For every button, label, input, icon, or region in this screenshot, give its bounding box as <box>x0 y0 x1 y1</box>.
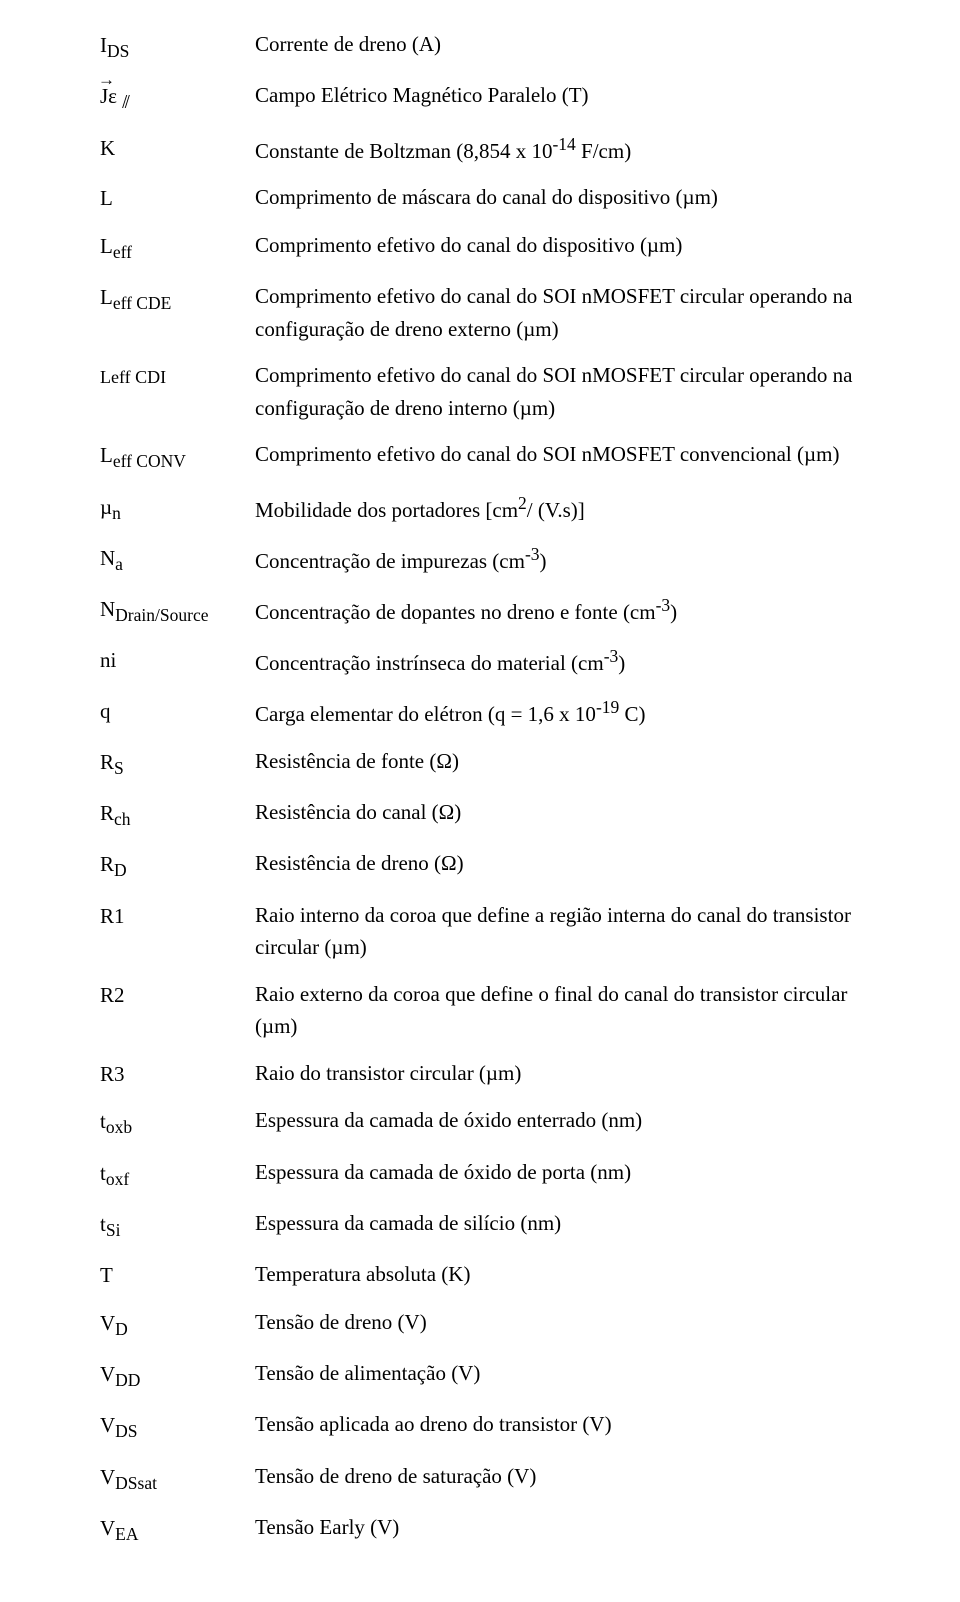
symbol-cell: toxb <box>100 1104 255 1141</box>
definition-row: KConstante de Boltzman (8,854 x 10-14 F/… <box>100 131 870 168</box>
symbol-cell: K <box>100 131 255 165</box>
definition-row: R3Raio do transistor circular (µm) <box>100 1057 870 1091</box>
definition-row: NDrain/SourceConcentração de dopantes no… <box>100 592 870 629</box>
description-cell: Resistência de fonte (Ω) <box>255 745 870 778</box>
symbol-cell: tSi <box>100 1207 255 1244</box>
definition-row: tSiEspessura da camada de silício (nm) <box>100 1207 870 1244</box>
description-cell: Comprimento efetivo do canal do SOI nMOS… <box>255 438 870 471</box>
description-cell: Comprimento efetivo do canal do SOI nMOS… <box>255 359 870 424</box>
symbol-cell: Na <box>100 541 255 578</box>
symbol-cell: Leff <box>100 229 255 266</box>
symbol-cell: R1 <box>100 899 255 933</box>
definition-row: VDDTensão de alimentação (V) <box>100 1357 870 1394</box>
symbol-cell: Leff CDI <box>100 359 255 393</box>
definition-row: RchResistência do canal (Ω) <box>100 796 870 833</box>
definition-row: LeffComprimento efetivo do canal do disp… <box>100 229 870 266</box>
symbol-cell: RD <box>100 847 255 884</box>
symbol-cell: Leff CDE <box>100 280 255 317</box>
symbol-cell: VD <box>100 1306 255 1343</box>
description-cell: Resistência do canal (Ω) <box>255 796 870 829</box>
symbol-cell: VEA <box>100 1511 255 1548</box>
description-cell: Raio interno da coroa que define a regiã… <box>255 899 870 964</box>
definition-row: RDResistência de dreno (Ω) <box>100 847 870 884</box>
symbol-cell: R3 <box>100 1057 255 1091</box>
description-cell: Tensão de dreno de saturação (V) <box>255 1460 870 1493</box>
symbol-cell: Rch <box>100 796 255 833</box>
symbol-cell: Jε ⫽ <box>100 79 255 116</box>
definition-row: qCarga elementar do elétron (q = 1,6 x 1… <box>100 694 870 731</box>
description-cell: Concentração de dopantes no dreno e font… <box>255 592 870 629</box>
definition-row: µnMobilidade dos portadores [cm2/ (V.s)] <box>100 490 870 527</box>
description-cell: Mobilidade dos portadores [cm2/ (V.s)] <box>255 490 870 527</box>
description-cell: Tensão Early (V) <box>255 1511 870 1544</box>
description-cell: Constante de Boltzman (8,854 x 10-14 F/c… <box>255 131 870 168</box>
description-cell: Espessura da camada de óxido enterrado (… <box>255 1104 870 1137</box>
description-cell: Comprimento efetivo do canal do SOI nMOS… <box>255 280 870 345</box>
definition-row: TTemperatura absoluta (K) <box>100 1258 870 1292</box>
symbol-definition-list: IDSCorrente de dreno (A)Jε ⫽Campo Elétri… <box>0 0 960 1602</box>
definition-row: Leff CONVComprimento efetivo do canal do… <box>100 438 870 475</box>
description-cell: Concentração instrínseca do material (cm… <box>255 643 870 680</box>
description-cell: Concentração de impurezas (cm-3) <box>255 541 870 578</box>
symbol-cell: q <box>100 694 255 728</box>
definition-row: VDSTensão aplicada ao dreno do transisto… <box>100 1408 870 1445</box>
definition-row: Leff CDEComprimento efetivo do canal do … <box>100 280 870 345</box>
definition-row: LComprimento de máscara do canal do disp… <box>100 181 870 215</box>
definition-row: NaConcentração de impurezas (cm-3) <box>100 541 870 578</box>
symbol-cell: µn <box>100 490 255 527</box>
description-cell: Comprimento de máscara do canal do dispo… <box>255 181 870 214</box>
definition-row: Leff CDIComprimento efetivo do canal do … <box>100 359 870 424</box>
symbol-cell: RS <box>100 745 255 782</box>
symbol-cell: VDS <box>100 1408 255 1445</box>
definition-row: Jε ⫽Campo Elétrico Magnético Paralelo (T… <box>100 79 870 116</box>
symbol-cell: VDSsat <box>100 1460 255 1497</box>
definition-row: VDSsatTensão de dreno de saturação (V) <box>100 1460 870 1497</box>
definition-row: toxbEspessura da camada de óxido enterra… <box>100 1104 870 1141</box>
definition-row: RSResistência de fonte (Ω) <box>100 745 870 782</box>
symbol-cell: toxf <box>100 1156 255 1193</box>
symbol-cell: VDD <box>100 1357 255 1394</box>
definition-row: IDSCorrente de dreno (A) <box>100 28 870 65</box>
definition-row: niConcentração instrínseca do material (… <box>100 643 870 680</box>
definition-row: R2Raio externo da coroa que define o fin… <box>100 978 870 1043</box>
symbol-cell: T <box>100 1258 255 1292</box>
definition-row: toxfEspessura da camada de óxido de port… <box>100 1156 870 1193</box>
description-cell: Campo Elétrico Magnético Paralelo (T) <box>255 79 870 112</box>
symbol-cell: ni <box>100 643 255 677</box>
symbol-cell: L <box>100 181 255 215</box>
description-cell: Tensão aplicada ao dreno do transistor (… <box>255 1408 870 1441</box>
description-cell: Tensão de alimentação (V) <box>255 1357 870 1390</box>
definition-row: R1Raio interno da coroa que define a reg… <box>100 899 870 964</box>
description-cell: Espessura da camada de óxido de porta (n… <box>255 1156 870 1189</box>
description-cell: Resistência de dreno (Ω) <box>255 847 870 880</box>
definition-row: VEATensão Early (V) <box>100 1511 870 1548</box>
symbol-cell: IDS <box>100 28 255 65</box>
description-cell: Raio do transistor circular (µm) <box>255 1057 870 1090</box>
symbol-cell: Leff CONV <box>100 438 255 475</box>
description-cell: Corrente de dreno (A) <box>255 28 870 61</box>
symbol-cell: NDrain/Source <box>100 592 255 629</box>
description-cell: Espessura da camada de silício (nm) <box>255 1207 870 1240</box>
symbol-cell: R2 <box>100 978 255 1012</box>
description-cell: Comprimento efetivo do canal do disposit… <box>255 229 870 262</box>
definition-row: VDTensão de dreno (V) <box>100 1306 870 1343</box>
description-cell: Carga elementar do elétron (q = 1,6 x 10… <box>255 694 870 731</box>
description-cell: Raio externo da coroa que define o final… <box>255 978 870 1043</box>
description-cell: Temperatura absoluta (K) <box>255 1258 870 1291</box>
description-cell: Tensão de dreno (V) <box>255 1306 870 1339</box>
